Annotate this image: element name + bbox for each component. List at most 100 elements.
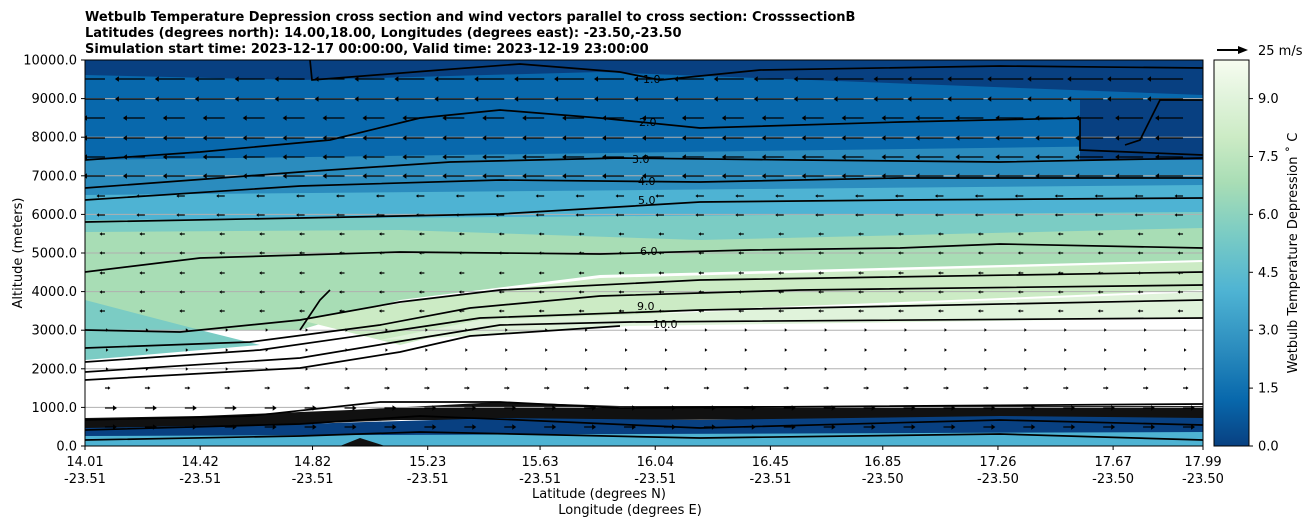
wind-vector-head — [472, 405, 477, 411]
wind-vector-head — [482, 173, 487, 179]
wind-vector-head — [1106, 386, 1109, 390]
wind-vector-head — [1174, 194, 1178, 198]
wind-vector-head — [385, 367, 388, 371]
wind-vector-head — [392, 405, 397, 411]
wind-vector-head — [898, 290, 901, 294]
wind-vector-head — [434, 76, 439, 82]
wind-vector-head — [937, 251, 941, 255]
wind-vector-head — [911, 405, 916, 411]
wind-vector-head — [881, 173, 886, 179]
wind-vector-head — [312, 405, 317, 411]
wind-vector-head — [784, 367, 788, 371]
wind-vector-head — [907, 76, 912, 82]
wind-vector-head — [784, 328, 788, 332]
wind-vector-head — [259, 251, 262, 255]
wind-vector-head — [666, 386, 670, 390]
wind-vector-head — [618, 232, 622, 236]
contour-label-10: 10.0 — [653, 318, 678, 331]
wind-vector-head — [641, 115, 646, 121]
wind-vector-head — [354, 96, 359, 102]
x-tick-label-lat: 14.01 — [66, 455, 103, 470]
wind-vector-head — [698, 232, 701, 236]
colorbar — [1213, 59, 1250, 447]
wind-vector-head — [378, 309, 382, 313]
wind-vector-head — [385, 328, 388, 332]
wind-vector-head — [632, 424, 637, 430]
wind-vector-head — [522, 115, 527, 121]
wind-vector-head — [858, 251, 861, 255]
wind-vector-head — [1075, 173, 1080, 179]
x-axis-label-lon: Longitude (degrees E) — [558, 503, 702, 518]
wind-vector-head — [578, 271, 582, 275]
wind-vector-head — [915, 154, 920, 160]
wind-vector-head — [1067, 76, 1072, 82]
wind-vector-head — [187, 386, 191, 390]
wind-vector-head — [915, 173, 920, 179]
wind-vector-head — [575, 213, 579, 217]
wind-vector-head — [219, 309, 222, 313]
wind-vector-head — [681, 115, 686, 121]
contour-lines — [85, 60, 1203, 441]
wind-vector-head — [898, 251, 901, 255]
wind-vector-head — [139, 309, 142, 313]
wind-vector-head — [394, 96, 399, 102]
wind-vector-head — [345, 367, 349, 371]
wind-vector-head — [554, 96, 559, 102]
wind-vector-head — [498, 271, 502, 275]
wind-vector-head — [458, 290, 462, 294]
wind-vector-head — [299, 309, 302, 313]
wind-vector-head — [378, 271, 382, 275]
wind-vector-head — [299, 232, 302, 236]
band-right-navy — [1080, 100, 1203, 160]
wind-vector-head — [738, 271, 741, 275]
wind-vector-head — [1097, 232, 1101, 236]
band-bl-spot — [340, 438, 385, 446]
contour-1b — [1124, 99, 1203, 146]
wind-vector-head — [947, 96, 952, 102]
wind-vector-head — [482, 115, 487, 121]
y-tick-label: 9000.0 — [32, 92, 78, 107]
band-bl-black — [85, 402, 1203, 430]
wind-vector-head — [1066, 386, 1069, 390]
wind-vector-head — [1057, 232, 1061, 236]
wind-vector-head — [75, 76, 79, 82]
wind-vector-head — [322, 154, 327, 160]
quiver-key-label: 25 m/s — [1258, 44, 1303, 59]
wind-vector-head — [744, 367, 748, 371]
wind-vector-head — [176, 213, 179, 217]
wind-vector-head — [1111, 405, 1116, 411]
wind-vector-head — [505, 367, 508, 371]
colorbar-label: Wetbulb Temperature Depression ˚ C — [1285, 133, 1301, 374]
wind-vector-head — [904, 367, 908, 371]
wind-vector-head — [904, 328, 908, 332]
wind-vector-head — [378, 251, 382, 255]
wind-vector-head — [99, 271, 102, 275]
wind-vector-head — [139, 251, 142, 255]
wind-vector-head — [179, 271, 182, 275]
wind-vector-head — [362, 115, 367, 121]
wind-vector-head — [711, 405, 716, 411]
wind-vector-head — [547, 386, 550, 390]
wind-vector-head — [495, 213, 499, 217]
wind-vector-head — [987, 76, 992, 82]
y-tick-label: 7000.0 — [32, 169, 78, 184]
wind-vector-head — [578, 290, 582, 294]
wind-vector-head — [154, 96, 159, 102]
wind-vector-head — [658, 271, 661, 275]
wind-vector-head — [216, 194, 219, 198]
wind-vector-head — [402, 173, 407, 179]
wind-vector-head — [977, 232, 981, 236]
wind-vector-head — [482, 135, 487, 141]
wind-vector-head — [1031, 405, 1036, 411]
wind-vector-head — [154, 76, 159, 82]
quiver-key: 25 m/s — [1217, 44, 1303, 59]
wind-vector-head — [1134, 194, 1138, 198]
wind-vector-head — [585, 367, 588, 371]
wind-vector-head — [738, 309, 741, 313]
wind-vector-head — [1094, 194, 1098, 198]
wind-vector-head — [753, 76, 758, 82]
x-tick-label-lon: -23.51 — [749, 472, 791, 487]
wind-vector-head — [312, 424, 317, 430]
wind-vector-head — [633, 76, 638, 82]
wind-vector-head — [761, 154, 766, 160]
